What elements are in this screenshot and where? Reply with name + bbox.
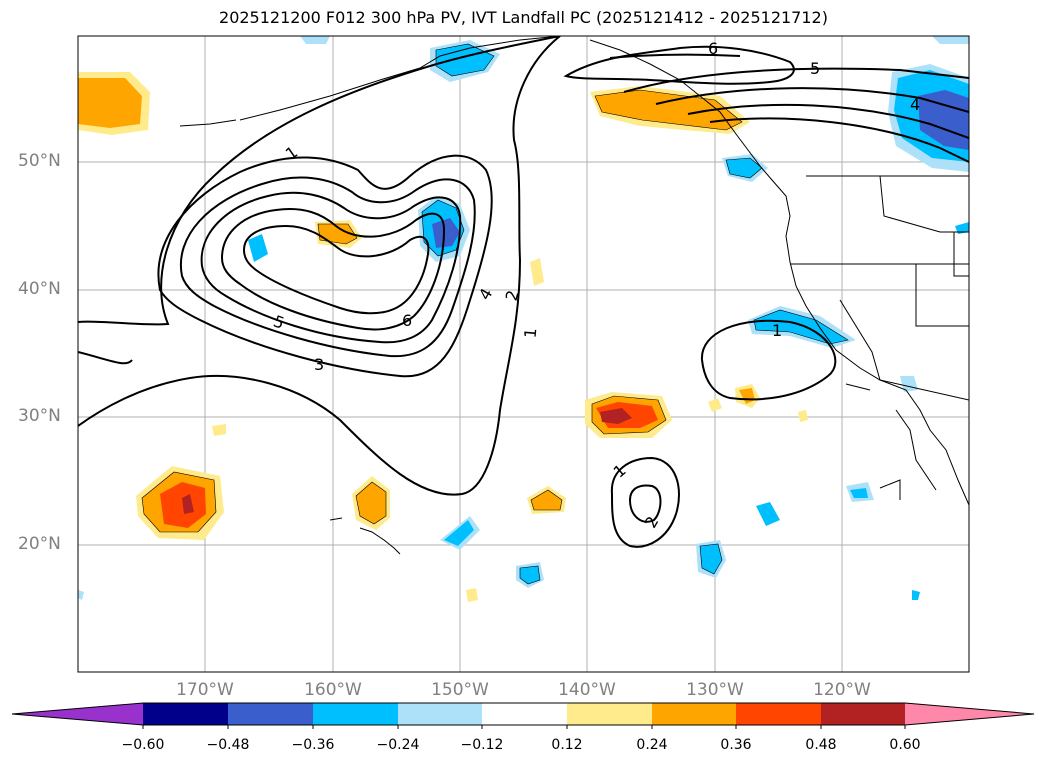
colorbar-extend-high — [905, 703, 1034, 725]
colorbar-tick-label: 0.36 — [720, 737, 752, 753]
lon-label: 170°W — [176, 680, 234, 700]
colorbar — [11, 702, 1035, 729]
colorbar-tick-label: −0.24 — [376, 737, 420, 753]
contour-label: 2 — [502, 288, 523, 303]
contour-label: 3 — [314, 355, 324, 374]
lon-label: 160°W — [304, 680, 362, 700]
colorbar-tick-label: 0.12 — [551, 737, 583, 753]
contour-label: 5 — [810, 59, 820, 78]
colorbar-tick-label: 0.24 — [636, 737, 668, 753]
contour-label: 1 — [521, 327, 541, 339]
colorbar-segment — [398, 703, 482, 725]
colorbar-segment — [482, 703, 567, 725]
pv-contours — [78, 36, 969, 548]
colorbar-extend-low — [12, 703, 143, 725]
colorbar-tick-label: 0.60 — [889, 737, 921, 753]
colorbar-tick-label: −0.36 — [291, 737, 335, 753]
lon-label: 120°W — [813, 680, 871, 700]
contour-label: 4 — [910, 95, 920, 114]
anomaly-outlines — [141, 43, 849, 585]
contour-label: 1 — [772, 321, 782, 340]
colorbar-tick-label: 0.48 — [805, 737, 837, 753]
colorbar-segment — [313, 703, 398, 725]
lat-label: 30°N — [18, 406, 61, 426]
lon-label: 150°W — [431, 680, 489, 700]
contour-label: 6 — [402, 311, 412, 330]
colorbar-segment — [228, 703, 313, 725]
colorbar-segment — [567, 703, 652, 725]
colorbar-tick-label: −0.60 — [121, 737, 165, 753]
lat-label: 50°N — [18, 151, 61, 171]
colorbar-segment — [736, 703, 821, 725]
colorbar-segment — [821, 703, 905, 725]
map-title: 2025121200 F012 300 hPa PV, IVT Landfall… — [219, 8, 828, 27]
lon-label: 130°W — [686, 680, 744, 700]
lat-label: 20°N — [18, 534, 61, 554]
lat-label: 40°N — [18, 279, 61, 299]
map-frame — [77, 35, 970, 673]
pv-positive-anomalies — [78, 72, 808, 602]
colorbar-tick-label: −0.12 — [460, 737, 504, 753]
lon-label: 140°W — [558, 680, 616, 700]
map-plot-area: 1 1 1 1 2 2 3 4 4 5 5 6 6 — [78, 36, 969, 672]
colorbar-segment — [652, 703, 736, 725]
colorbar-ticks — [142, 725, 906, 729]
coastlines — [179, 36, 969, 555]
contour-label: 6 — [708, 39, 718, 58]
colorbar-tick-label: −0.48 — [206, 737, 250, 753]
colorbar-segment — [143, 703, 228, 725]
